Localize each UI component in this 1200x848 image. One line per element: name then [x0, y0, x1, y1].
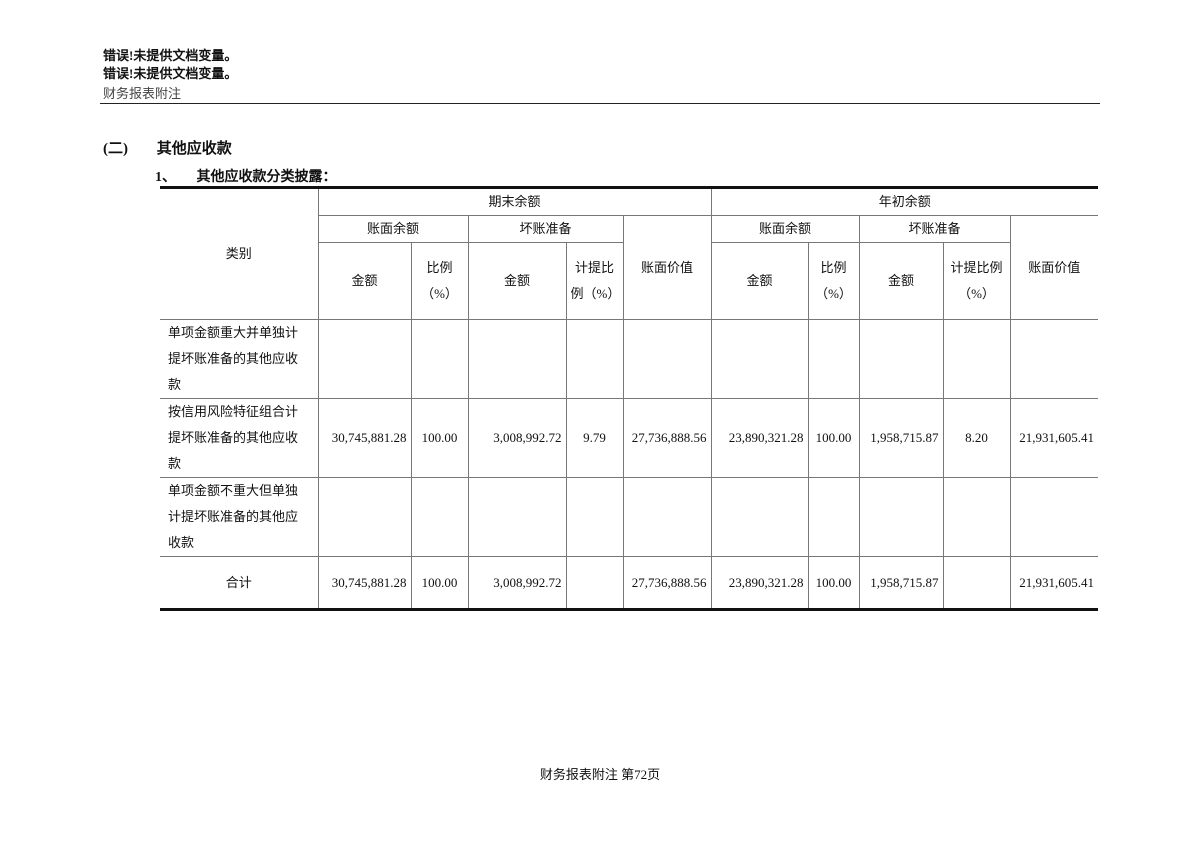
- table-row: 合计 30,745,881.28 100.00 3,008,992.72 27,736,…: [160, 556, 1099, 610]
- value-cell: [858, 477, 944, 557]
- value-cell: [1009, 477, 1099, 557]
- value-cell: 23,890,321.28: [710, 556, 809, 610]
- value-cell: 100.00: [807, 398, 860, 478]
- table-row: 单项金额重大并单独计提坏账准备的其他应收款: [160, 319, 1099, 399]
- header-period-begin: 年初余额: [710, 187, 1099, 216]
- value-cell: [942, 319, 1011, 399]
- value-cell: [467, 319, 567, 399]
- value-cell: [807, 477, 860, 557]
- header-end-provision-ratio: 计提比例（%）: [565, 242, 624, 320]
- value-cell: 21,931,605.41: [1009, 398, 1099, 478]
- value-cell: [1009, 319, 1099, 399]
- value-cell: 30,745,881.28: [317, 556, 412, 610]
- category-cell: 单项金额重大并单独计提坏账准备的其他应收款: [160, 319, 319, 399]
- header-divider: [100, 103, 1100, 104]
- value-cell: 1,958,715.87: [858, 398, 944, 478]
- value-cell: 27,736,888.56: [622, 556, 712, 610]
- header-begin-ratio: 比例（%）: [807, 242, 860, 320]
- table-row: 按信用风险特征组合计提坏账准备的其他应收款 30,745,881.28 100.00…: [160, 398, 1099, 478]
- value-cell: 1,958,715.87: [858, 556, 944, 610]
- value-cell: 3,008,992.72: [467, 556, 567, 610]
- header-category: 类别: [160, 187, 319, 320]
- header-error-line-2: 错误!未提供文档变量。: [103, 66, 238, 81]
- section-heading: (二) 其他应收款: [103, 137, 232, 158]
- value-cell: 100.00: [410, 398, 469, 478]
- value-cell: [565, 319, 624, 399]
- value-cell: [565, 477, 624, 557]
- subsection-heading: 1、 其他应收款分类披露：: [155, 166, 337, 186]
- header-title: 财务报表附注: [103, 86, 182, 101]
- value-cell: [622, 477, 712, 557]
- value-cell: [317, 319, 412, 399]
- header-period-end: 期末余额: [317, 187, 712, 216]
- value-cell: 3,008,992.72: [467, 398, 567, 478]
- value-cell: [858, 319, 944, 399]
- value-cell: [410, 319, 469, 399]
- header-end-ratio: 比例（%）: [410, 242, 469, 320]
- value-cell: 100.00: [807, 556, 860, 610]
- value-cell: [622, 319, 712, 399]
- value-cell: [807, 319, 860, 399]
- value-cell: 100.00: [410, 556, 469, 610]
- value-cell: [410, 477, 469, 557]
- header-begin-provision-ratio: 计提比例（%）: [942, 242, 1010, 320]
- value-cell: [317, 477, 412, 557]
- header-end-bad-amount: 金额: [467, 242, 567, 320]
- value-cell: 9.79: [565, 398, 624, 478]
- page-footer: 财务报表附注 第72页: [539, 767, 661, 782]
- header-end-book-balance: 账面余额: [318, 215, 469, 243]
- other-receivables-table: 类别 期末余额 年初余额 账面余额 坏账准备 账面价值 账面余额 坏账准备 账面…: [160, 186, 1099, 611]
- value-cell: [710, 319, 809, 399]
- header-begin-amount: 金额: [710, 242, 809, 320]
- value-cell: [565, 556, 624, 610]
- section-number: (二): [103, 141, 128, 157]
- category-cell: 合计: [160, 556, 319, 610]
- header-begin-bad-amount: 金额: [858, 242, 944, 320]
- header-end-amount: 金额: [318, 242, 412, 320]
- header-begin-bad-debt: 坏账准备: [858, 215, 1011, 243]
- value-cell: 23,890,321.28: [710, 398, 809, 478]
- value-cell: 30,745,881.28: [317, 398, 412, 478]
- value-cell: 8.20: [942, 398, 1011, 478]
- header-error-line-1: 错误!未提供文档变量。: [103, 48, 238, 63]
- header-end-bad-debt: 坏账准备: [467, 215, 624, 243]
- value-cell: [467, 477, 567, 557]
- header-begin-book-value: 账面价值: [1009, 215, 1099, 320]
- value-cell: [710, 477, 809, 557]
- value-cell: [942, 556, 1011, 610]
- table-row: 单项金额不重大但单独计提坏账准备的其他应收款: [160, 477, 1099, 557]
- subsection-title: 其他应收款分类披露：: [196, 170, 337, 185]
- value-cell: [942, 477, 1011, 557]
- header-end-book-value: 账面价值: [622, 215, 712, 320]
- category-cell: 按信用风险特征组合计提坏账准备的其他应收款: [160, 398, 319, 478]
- category-cell: 单项金额不重大但单独计提坏账准备的其他应收款: [160, 477, 319, 557]
- subsection-number: 1、: [155, 170, 176, 185]
- header-begin-book-balance: 账面余额: [710, 215, 860, 243]
- value-cell: 21,931,605.41: [1009, 556, 1099, 610]
- value-cell: 27,736,888.56: [622, 398, 712, 478]
- section-title: 其他应收款: [156, 141, 232, 157]
